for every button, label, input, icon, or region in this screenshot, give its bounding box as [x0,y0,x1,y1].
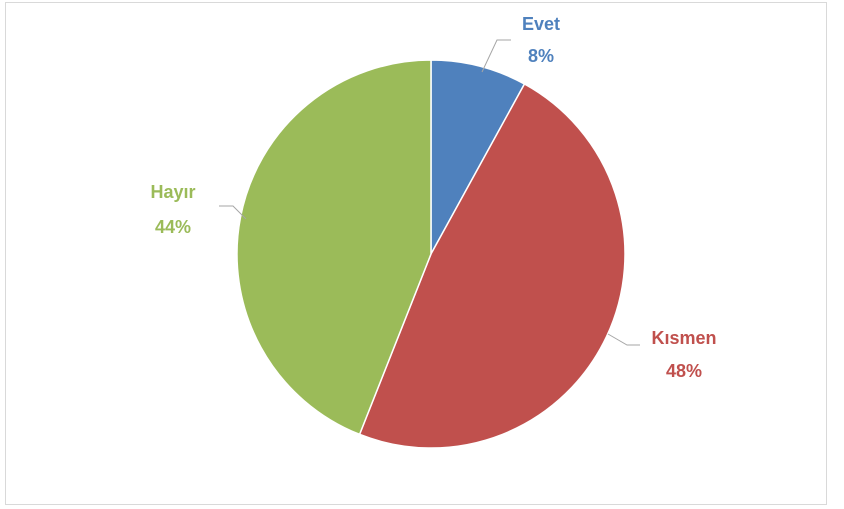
slice-labels: Evet 8% Kısmen 48% Hayır 44% [150,14,716,381]
slice-category-label: Kısmen [651,328,716,348]
pie-slice-hayır [236,59,432,436]
pie-slices [236,59,626,449]
pie-slice-evet [430,59,526,255]
slice-value-label: 44% [155,217,191,237]
slice-category-label: Evet [522,14,560,34]
leader-line-hayır [219,205,247,220]
pie-slice-kısmen [358,82,626,449]
leader-line-kısmen [607,333,640,346]
slice-value-label: 48% [666,361,702,381]
leader-line-evet [481,39,511,73]
slice-value-label: 8% [528,46,554,66]
leader-lines [219,39,640,346]
slice-category-label: Hayır [150,182,195,202]
